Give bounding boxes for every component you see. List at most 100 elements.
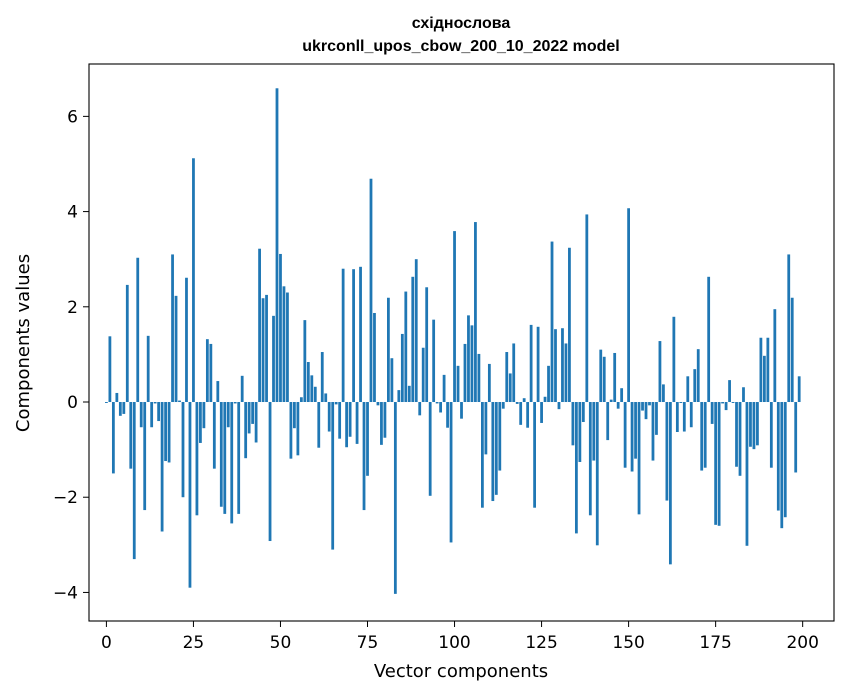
bar xyxy=(320,352,324,403)
bar xyxy=(696,349,700,402)
bar xyxy=(662,384,665,402)
bar xyxy=(735,402,738,467)
bar xyxy=(376,402,380,406)
bar xyxy=(787,254,791,403)
x-tick-label: 0 xyxy=(101,633,112,653)
bar xyxy=(251,402,255,424)
bar xyxy=(261,298,265,403)
bar xyxy=(345,402,349,448)
bar xyxy=(327,402,331,432)
bar xyxy=(296,402,300,456)
y-tick-label: 2 xyxy=(67,298,78,318)
bar xyxy=(641,402,644,411)
bar xyxy=(247,402,251,434)
bar xyxy=(383,402,387,438)
bar xyxy=(505,352,509,403)
bar xyxy=(568,247,571,403)
bar xyxy=(529,324,533,403)
bar xyxy=(766,337,770,403)
bar xyxy=(620,388,624,403)
bar xyxy=(129,402,133,469)
bar xyxy=(425,287,429,403)
x-axis-label: Vector components xyxy=(374,661,548,682)
bar xyxy=(157,402,161,422)
bar xyxy=(522,398,526,403)
bar xyxy=(561,328,564,403)
bar xyxy=(526,402,530,428)
bar xyxy=(362,402,366,511)
bar xyxy=(627,208,630,403)
bar xyxy=(334,402,338,405)
bar xyxy=(648,402,651,406)
y-tick-label: −2 xyxy=(53,488,78,508)
bar xyxy=(341,268,345,403)
bar xyxy=(668,402,672,565)
bar xyxy=(380,402,383,445)
bar xyxy=(331,402,335,550)
bar xyxy=(564,343,568,403)
bar xyxy=(279,253,282,403)
bar xyxy=(651,402,655,461)
bar xyxy=(411,276,415,403)
bar xyxy=(623,402,627,468)
bar xyxy=(275,88,279,403)
y-tick-label: −4 xyxy=(53,583,78,603)
bar xyxy=(373,312,376,402)
bar xyxy=(181,402,185,498)
bar xyxy=(199,402,202,443)
bar xyxy=(749,402,752,447)
x-tick-label: 200 xyxy=(786,633,818,653)
bar xyxy=(769,402,773,468)
y-tick-label: 6 xyxy=(67,107,78,127)
bar xyxy=(780,402,784,529)
bar xyxy=(456,365,460,403)
bar xyxy=(254,402,258,443)
bar xyxy=(550,241,554,403)
bar xyxy=(710,402,714,424)
bar xyxy=(324,393,328,403)
bar xyxy=(494,402,498,495)
bar xyxy=(118,402,122,416)
bar xyxy=(616,402,620,409)
bar xyxy=(192,158,195,403)
bar xyxy=(742,387,745,403)
bar xyxy=(540,402,543,423)
bar xyxy=(105,402,108,403)
bar xyxy=(554,329,557,403)
bar xyxy=(435,402,439,404)
bar xyxy=(756,402,759,446)
x-tick-label: 125 xyxy=(525,633,557,653)
bar xyxy=(557,402,561,410)
bar xyxy=(515,402,519,404)
bar xyxy=(226,402,230,428)
bar xyxy=(306,362,310,403)
bar xyxy=(303,320,307,402)
bar xyxy=(714,402,718,525)
bar xyxy=(487,363,491,403)
y-axis-ticks: −4 −2 0 2 4 6 xyxy=(53,107,89,603)
bar xyxy=(585,214,589,403)
bar xyxy=(171,254,174,403)
bar xyxy=(230,402,234,524)
bar xyxy=(599,349,603,403)
bar xyxy=(390,358,394,403)
bar xyxy=(272,315,275,403)
bar xyxy=(467,315,470,402)
bar xyxy=(675,402,679,432)
bar xyxy=(797,376,801,403)
bar xyxy=(738,402,742,476)
bar xyxy=(432,319,436,403)
bar xyxy=(721,402,724,404)
bar xyxy=(359,266,362,403)
bar xyxy=(446,402,449,428)
bar xyxy=(355,402,359,444)
bar xyxy=(474,222,477,402)
bar xyxy=(470,325,474,403)
bar xyxy=(508,373,512,402)
bar xyxy=(338,402,342,439)
bar xyxy=(707,276,711,403)
bar xyxy=(348,402,352,437)
bar xyxy=(150,402,154,428)
bar xyxy=(449,402,453,543)
bar xyxy=(418,402,422,416)
